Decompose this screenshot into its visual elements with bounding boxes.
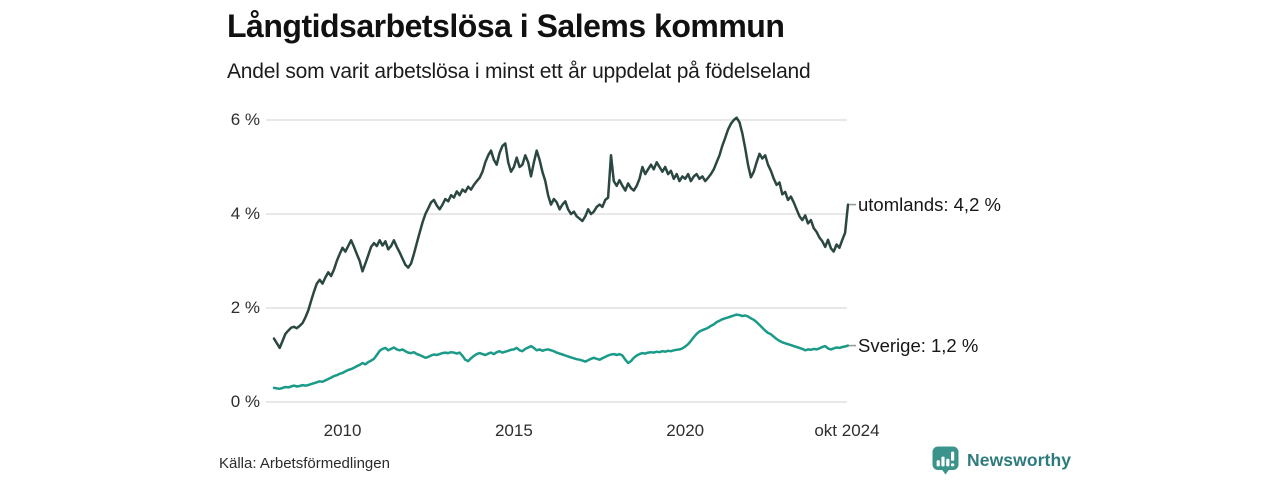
page-title: Långtidsarbetslösa i Salems kommun [227,8,785,44]
series-label-Sverige: Sverige: 1,2 % [858,334,979,356]
x-axis-label-okt-2024: okt 2024 [814,421,880,440]
source-note: Källa: Arbetsförmedlingen [219,455,390,472]
newsworthy-icon [932,446,959,475]
series-label-utomlands: utomlands: 4,2 % [858,193,1001,215]
brand-logo: Newsworthy [932,446,1071,475]
x-axis-label-2010: 2010 [323,421,362,440]
y-axis-label-4: 4 % [230,204,260,223]
series-line-utomlands [272,116,850,350]
x-axis-label-2020: 2020 [666,421,705,440]
y-axis-label-6: 6 % [230,110,260,129]
brand-name: Newsworthy [967,450,1072,470]
y-axis-label-2: 2 % [230,298,260,317]
x-axis-label-2015: 2015 [494,421,533,440]
series-line-Sverige [272,313,850,391]
chart-subtitle: Andel som varit arbetslösa i minst ett å… [227,60,811,83]
y-axis-label-0: 0 % [230,392,260,411]
